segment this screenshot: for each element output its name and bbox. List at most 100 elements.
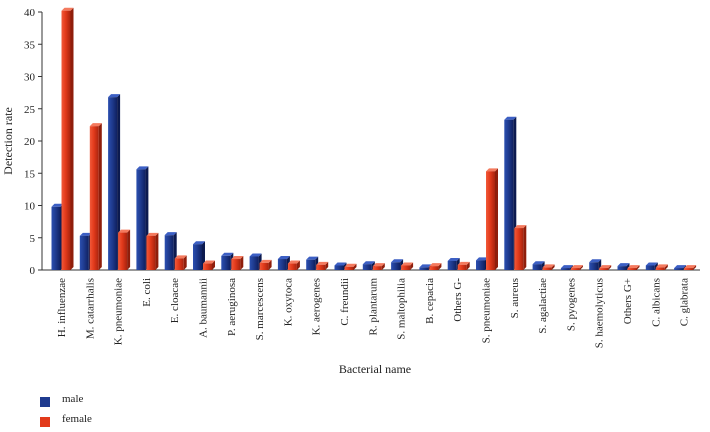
bar-female-e-coli [146,235,156,270]
bar-female-b-cepacia [429,266,439,270]
bar-female-s-agalactiae [542,267,552,270]
bar-side-female-r-plantarum [381,263,385,270]
bar-female-m-catarrhalis [89,126,99,270]
legend-label-male: male [62,393,84,405]
bar-top-female-e-coli [146,232,159,236]
bar-female-c-glabrata [684,268,694,270]
bar-top-male-s-agalactiae [532,261,545,265]
bar-top-male-s-haemolyticus [589,259,602,263]
bar-top-female-k-oxytoca [287,260,300,264]
bar-female-s-pneumoniae [486,171,495,270]
bar-side-female-c-albicans [664,264,668,270]
bar-side-male-others-g [626,263,630,270]
x-tick-label: S. pneumoniae [481,278,493,343]
y-axis-label: Detection rate [1,107,15,175]
x-tick-label: Others G- [452,278,464,322]
bar-top-female-r-plantarum [372,263,385,267]
x-tick-label: C. glabrata [679,278,691,326]
x-tick-label: C. albicans [650,278,662,327]
bar-male-k-oxytoca [277,259,287,270]
bar-top-female-s-haemolyticus [599,265,612,269]
bar-male-others-g [617,266,627,270]
bar-male-b-cepacia [419,267,429,270]
x-axis-label: Bacterial name [339,362,411,376]
bar-side-female-h-influenzae [70,7,74,271]
bar-side-female-b-cepacia [438,263,442,270]
y-tick-label: 35 [24,39,36,51]
bar-female-others-g [627,268,637,270]
y-tick-label: 30 [24,72,36,84]
bar-side-female-others-g [636,265,640,270]
legend-swatch-male [40,397,50,407]
bar-top-female-k-aerogenes [316,261,329,265]
bar-top-male-h-influenzae [51,203,64,207]
bar-side-male-s-pyogenes [569,265,573,270]
bar-female-c-freundii [344,266,354,270]
bar-top-male-k-oxytoca [277,256,290,260]
bar-top-male-others-g [617,263,630,267]
bar-male-c-freundii [334,265,344,270]
bar-side-female-m-catarrhalis [98,123,102,270]
bar-top-female-m-catarrhalis [89,123,102,127]
bar-side-male-c-albicans [654,262,658,270]
bar-top-female-e-cloacae [174,255,187,259]
bar-male-k-pneumoniae [108,97,118,270]
legend-swatch-female [40,417,50,427]
legend-label-female: female [62,413,92,425]
bar-top-female-s-aureus [514,225,527,229]
bar-male-c-albicans [645,265,655,270]
x-tick-label: B. cepacia [424,278,436,324]
x-tick-label: E. cloacae [169,278,181,323]
bar-side-female-c-freundii [353,263,357,270]
x-tick-label: S. agalactiae [537,278,549,334]
y-tick-label: 10 [24,201,36,213]
bar-male-a-baumannii [193,244,202,270]
bar-side-female-s-haemolyticus [608,265,612,270]
x-tick-label: A. baumannii [198,278,210,338]
bar-female-others-g [457,264,467,270]
bar-side-female-s-maltophilia [410,262,414,270]
bar-top-male-k-pneumoniae [108,94,121,98]
bar-female-p-aeruginosa [231,259,241,270]
bar-top-male-e-cloacae [164,232,177,236]
bar-side-female-s-marcescens [268,259,272,270]
bar-top-female-s-agalactiae [542,264,555,268]
bar-male-s-maltophilia [391,262,401,270]
y-tick-label: 0 [30,265,36,277]
bar-male-c-glabrata [674,268,684,270]
bar-side-female-s-aureus [523,225,527,270]
bar-top-male-s-maltophilia [391,259,404,263]
bar-side-female-s-agalactiae [551,264,555,270]
bar-female-a-baumannii [203,263,212,270]
bar-side-female-k-pneumoniae [127,229,131,270]
bar-top-male-s-pneumoniae [476,257,488,261]
x-tick-label: K. pneumoniae [113,278,125,345]
x-tick-label: H. influenzae [56,278,68,337]
bar-side-female-s-pneumoniae [495,168,498,270]
x-tick-label: Others G+ [622,278,634,324]
bar-side-male-c-freundii [343,262,347,270]
bar-top-female-p-aeruginosa [231,256,244,260]
bar-top-female-s-pneumoniae [486,168,498,172]
bar-side-male-k-pneumoniae [117,94,121,270]
bar-side-female-k-aerogenes [325,261,329,270]
bar-top-female-others-g [627,265,640,269]
x-tick-label: K. oxytoca [282,278,294,326]
bar-male-s-haemolyticus [589,262,599,270]
bar-top-male-others-g [447,257,460,261]
bar-top-female-s-marcescens [259,259,272,263]
y-tick-label: 5 [30,233,36,245]
bar-female-k-pneumoniae [118,232,128,270]
bar-top-male-a-baumannii [193,241,205,245]
x-tick-label: S. marcescens [254,278,266,340]
bar-top-male-s-marcescens [249,253,262,257]
x-tick-label: S. haemolyticus [594,278,606,348]
bar-side-female-s-pyogenes [579,265,583,270]
bar-top-male-k-aerogenes [306,256,319,260]
bar-top-female-h-influenzae [61,7,74,11]
y-tick-label: 40 [24,7,36,19]
bar-top-male-c-albicans [645,262,658,266]
bar-female-s-aureus [514,228,524,270]
bar-side-female-k-oxytoca [296,260,300,270]
